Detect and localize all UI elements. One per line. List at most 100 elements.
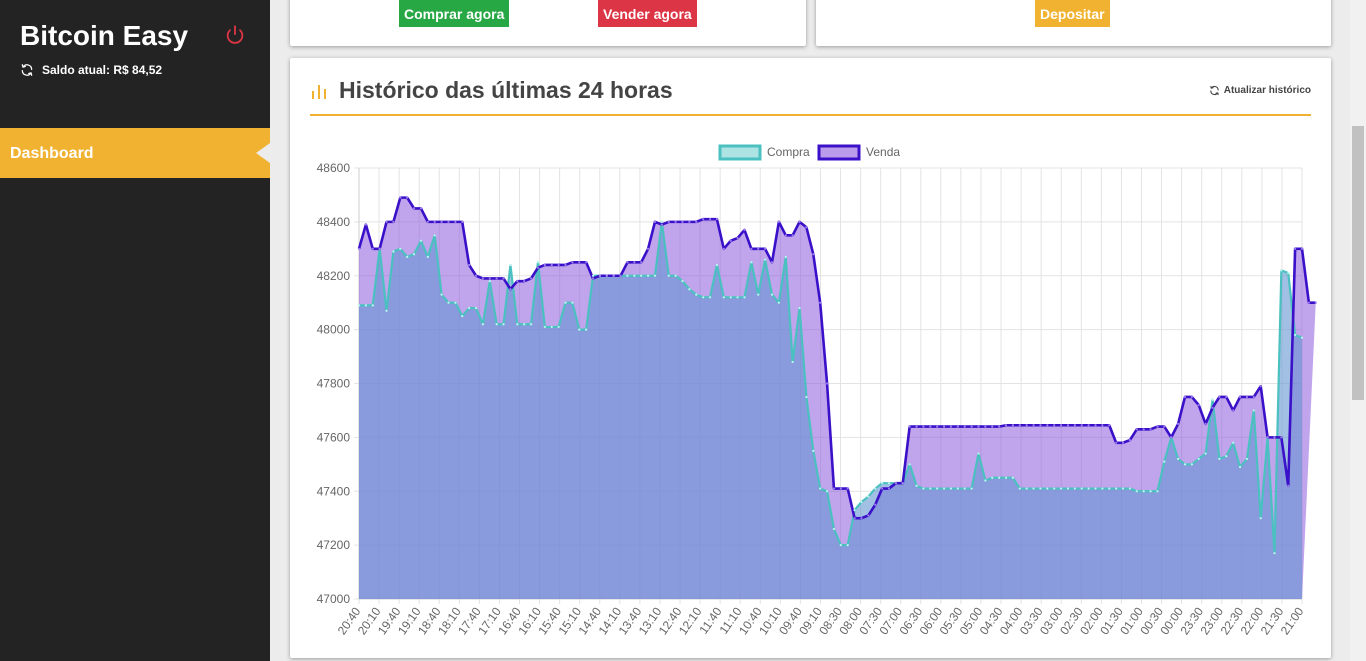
data-point	[440, 293, 443, 296]
data-point	[715, 218, 719, 221]
data-point	[1259, 517, 1262, 520]
data-point	[667, 274, 670, 277]
data-point	[1039, 487, 1042, 490]
data-point	[1259, 385, 1262, 388]
data-point	[1046, 487, 1049, 490]
data-point	[805, 226, 808, 229]
data-point	[860, 517, 863, 520]
data-point	[1287, 271, 1290, 275]
data-point	[681, 280, 684, 283]
buy-button[interactable]: Comprar agora	[399, 0, 510, 27]
data-point	[1094, 424, 1097, 427]
sidebar: Bitcoin Easy Saldo atual: R$ 84,52 Dashb…	[0, 0, 270, 661]
data-point	[550, 263, 553, 267]
data-point	[385, 220, 388, 223]
data-point	[991, 476, 994, 479]
data-point	[867, 514, 870, 517]
data-point	[461, 315, 464, 318]
sidebar-item-dashboard[interactable]: Dashboard	[0, 128, 270, 178]
data-point	[516, 280, 519, 283]
data-point	[1087, 487, 1090, 490]
data-point	[874, 487, 877, 490]
data-point	[1087, 424, 1090, 427]
data-point	[591, 277, 595, 280]
series-area-compra	[359, 221, 1302, 599]
data-point	[1225, 395, 1228, 399]
data-point	[605, 274, 608, 277]
data-point	[419, 207, 423, 210]
data-point	[750, 247, 753, 250]
scrollbar-thumb[interactable]	[1352, 126, 1364, 400]
data-point	[1073, 424, 1076, 427]
data-point	[729, 239, 732, 242]
data-point	[1066, 424, 1070, 427]
data-point	[1245, 457, 1249, 461]
data-point	[1266, 436, 1269, 439]
data-point	[481, 323, 484, 326]
data-point	[984, 425, 987, 428]
data-point	[825, 382, 829, 385]
data-point	[433, 220, 436, 223]
data-point	[1238, 465, 1242, 469]
scrollbar[interactable]	[1350, 0, 1366, 661]
bar-chart-icon	[312, 85, 326, 99]
data-point	[633, 274, 636, 277]
data-point	[474, 306, 478, 310]
data-point	[908, 463, 911, 466]
data-point	[936, 425, 939, 428]
data-point	[1018, 424, 1021, 427]
data-point	[660, 220, 663, 223]
data-point	[819, 487, 822, 490]
data-point	[1197, 403, 1200, 407]
data-point	[440, 220, 443, 223]
data-point	[956, 425, 959, 428]
power-icon[interactable]	[224, 24, 246, 46]
refresh-icon[interactable]	[20, 63, 34, 77]
data-point	[536, 266, 540, 269]
data-point	[1142, 428, 1145, 431]
data-point	[757, 293, 760, 296]
legend-swatch-compra	[718, 144, 762, 161]
data-point	[956, 487, 959, 490]
data-point	[791, 234, 794, 237]
data-point	[1204, 422, 1207, 426]
trade-card: Comprar agora Vender agora	[290, 0, 806, 46]
legend-swatch-venda	[817, 144, 861, 161]
refresh-history-button[interactable]: Atualizar histórico	[1209, 85, 1311, 96]
data-point	[722, 247, 725, 250]
sidebar-item-label: Dashboard	[10, 145, 94, 162]
data-point	[1252, 395, 1255, 399]
data-point	[812, 449, 815, 452]
data-point	[619, 274, 622, 277]
brand-title: Bitcoin Easy	[20, 20, 189, 51]
data-point	[722, 296, 725, 299]
data-point	[633, 261, 636, 264]
data-point	[1018, 487, 1021, 490]
data-point	[764, 258, 767, 261]
y-tick-label: 48400	[317, 215, 351, 229]
data-point	[1032, 487, 1035, 490]
data-point	[1294, 247, 1297, 250]
data-point	[1135, 490, 1138, 493]
data-point	[770, 261, 774, 264]
data-point	[502, 277, 505, 280]
data-point	[736, 236, 739, 240]
data-point	[1128, 438, 1132, 442]
data-point	[1232, 441, 1235, 444]
data-point	[1225, 455, 1228, 458]
sell-button[interactable]: Vender agora	[598, 0, 697, 27]
data-point	[936, 487, 939, 490]
data-point	[1163, 460, 1166, 463]
y-tick-label: 47600	[317, 430, 351, 444]
data-point	[929, 487, 932, 490]
deposit-button[interactable]: Depositar	[1035, 0, 1110, 27]
data-point	[764, 247, 767, 250]
data-point	[887, 482, 891, 485]
data-point	[777, 220, 780, 223]
data-point	[392, 250, 395, 253]
data-point	[598, 274, 602, 277]
data-point	[874, 503, 877, 506]
data-point	[805, 395, 808, 399]
data-point	[708, 218, 712, 221]
data-point	[1238, 395, 1242, 399]
